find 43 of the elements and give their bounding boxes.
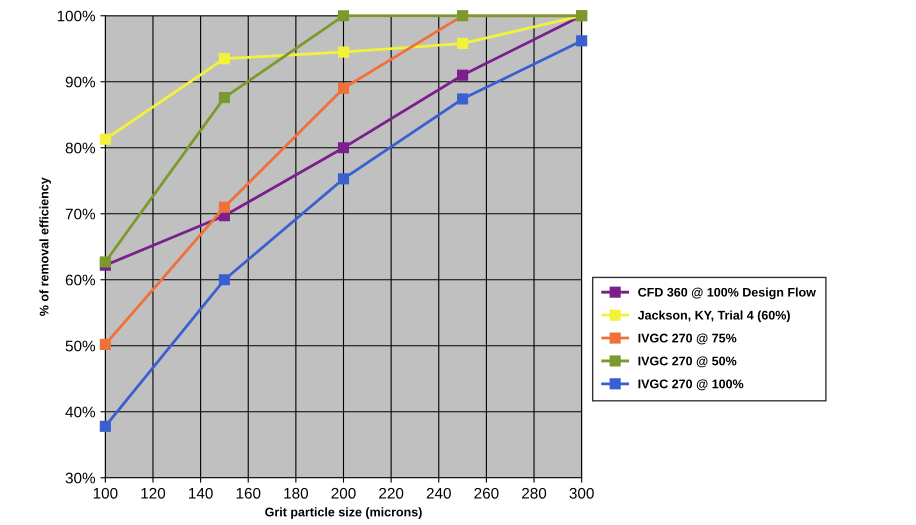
point bbox=[100, 134, 111, 145]
point bbox=[100, 256, 111, 268]
point bbox=[457, 93, 468, 104]
y-tick-label: 70% bbox=[66, 208, 96, 220]
y-tick-label: 100% bbox=[58, 10, 96, 22]
x-tick-label: 100 bbox=[94, 488, 118, 499]
x-tick-label: 120 bbox=[141, 488, 166, 499]
x-axis-title: Grit particle size (microns) bbox=[265, 507, 422, 519]
point bbox=[576, 35, 588, 46]
y-tick-label: 60% bbox=[66, 274, 96, 286]
legend-label: IVGC 270 @ 50% bbox=[638, 356, 736, 368]
point bbox=[218, 274, 230, 286]
point bbox=[100, 338, 111, 350]
x-tick-label: 240 bbox=[426, 488, 451, 499]
point bbox=[218, 202, 230, 213]
legend-label: CFD 360 @ 100% Design Flow bbox=[638, 287, 816, 300]
x-tick-label: 260 bbox=[474, 488, 499, 499]
x-tick-label: 160 bbox=[236, 488, 260, 499]
point bbox=[338, 173, 350, 184]
point bbox=[338, 10, 350, 22]
legend-label: IVGC 270 @ 75% bbox=[638, 334, 736, 344]
y-axis-title: % of removal efficiency bbox=[39, 177, 51, 316]
point bbox=[218, 53, 230, 64]
x-tick-label: 200 bbox=[332, 488, 356, 499]
point bbox=[100, 420, 111, 432]
y-tick-label: 90% bbox=[66, 76, 96, 88]
point bbox=[457, 38, 468, 50]
x-tick-label: 300 bbox=[570, 488, 594, 499]
point bbox=[457, 70, 468, 81]
x-tick-label: 180 bbox=[284, 488, 308, 499]
legend-label: IVGC 270 @ 100% bbox=[638, 379, 744, 390]
point bbox=[338, 46, 350, 58]
legend-label: Jackson, KY, Trial 4 (60%) bbox=[638, 310, 790, 322]
point bbox=[338, 82, 350, 94]
point bbox=[218, 92, 230, 104]
x-tick-label: 220 bbox=[379, 488, 404, 499]
y-tick-label: 80% bbox=[66, 142, 96, 154]
y-tick-label: 40% bbox=[65, 406, 96, 418]
y-tick-label: 50% bbox=[66, 340, 96, 352]
x-tick-label: 280 bbox=[522, 488, 546, 499]
x-tick-label: 140 bbox=[189, 488, 213, 499]
y-tick-label: 30% bbox=[66, 472, 96, 484]
point bbox=[338, 142, 350, 154]
